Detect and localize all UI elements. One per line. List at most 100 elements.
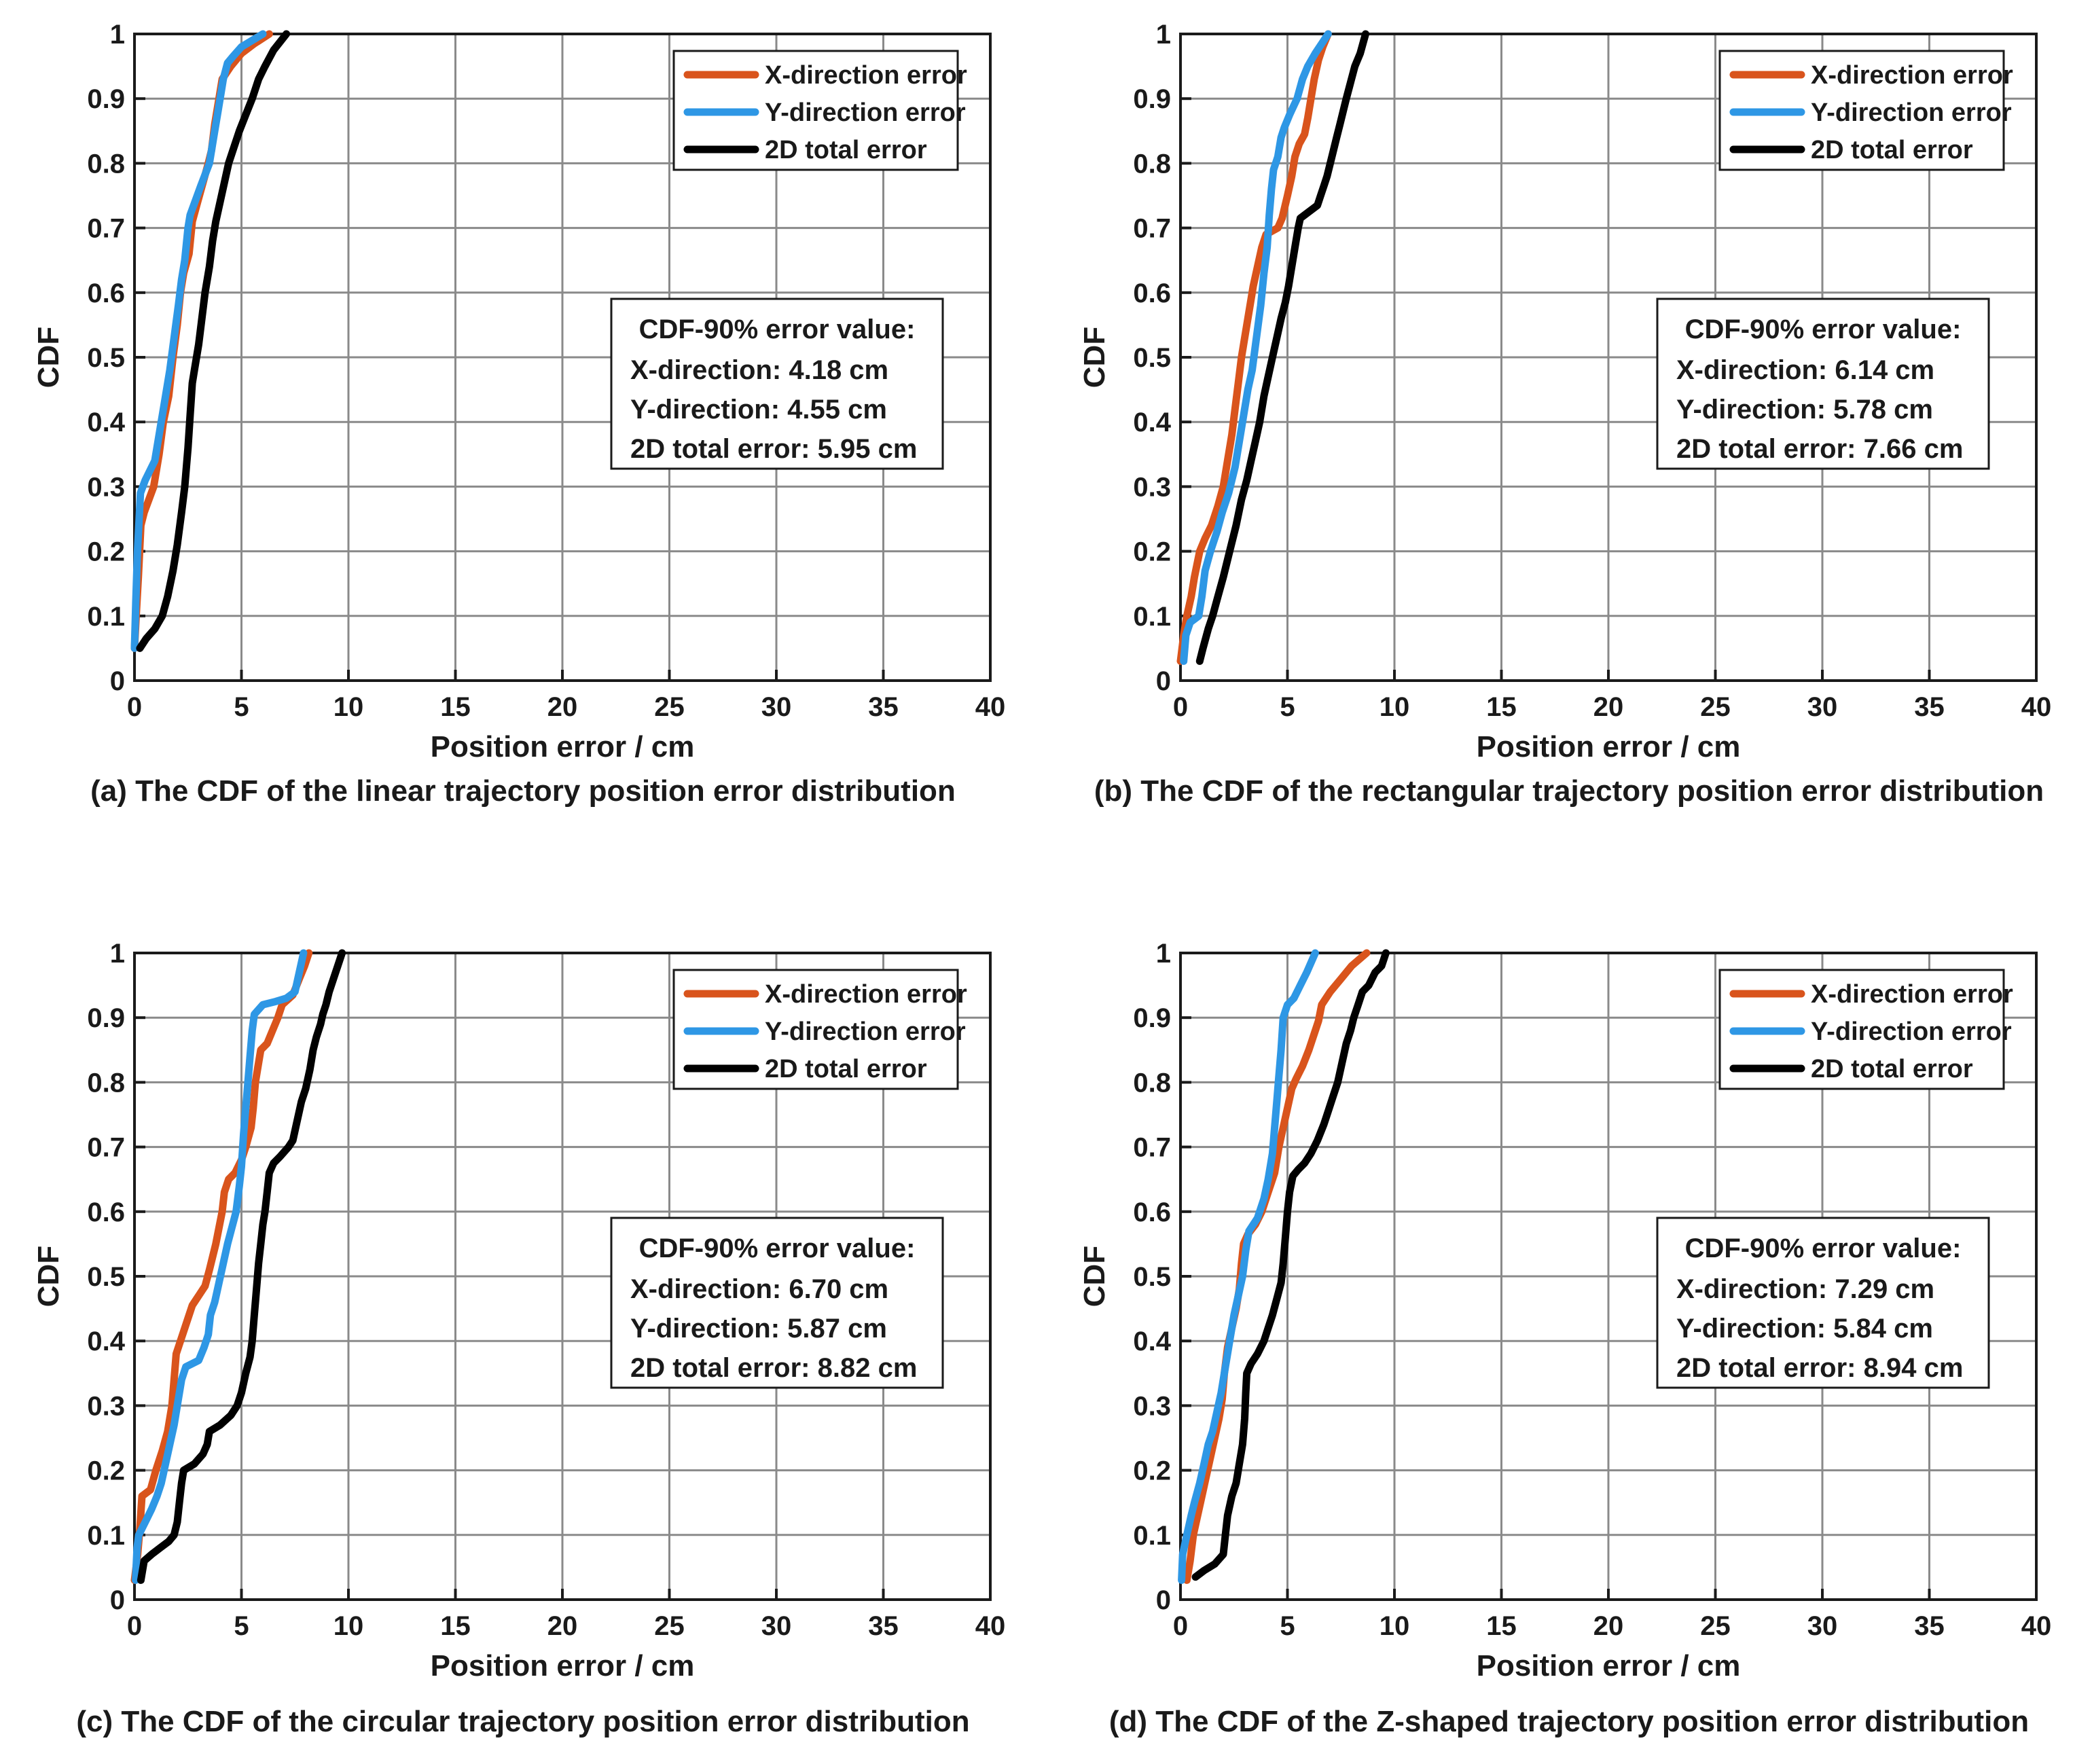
y-tick-label: 0.4 (87, 408, 125, 437)
legend: X-direction error Y-direction error 2D tot… (1718, 50, 2013, 171)
y-tick-label: 0.6 (1133, 278, 1171, 308)
legend-label-x-direction-error: X-direction error (765, 61, 967, 90)
annotation-line: X-direction: 4.18 cm (630, 355, 888, 385)
annotation-box (610, 298, 944, 470)
y-tick-label: 0.9 (87, 1003, 125, 1033)
x-tick-label: 10 (1379, 692, 1410, 722)
annotation-cdf90: CDF-90% error value: X-direction: 7.29 cm… (1656, 1217, 1990, 1389)
y-tick-label: 0.1 (87, 1521, 125, 1551)
y-tick-label: 0.8 (87, 1068, 125, 1098)
y-tick-label: 0.9 (1133, 84, 1171, 114)
x-tick-label: 40 (975, 692, 1006, 722)
x-tick-label: 35 (1914, 1611, 1945, 1641)
x-tick-label: 5 (1280, 692, 1295, 722)
series-line-y-direction-error (1178, 949, 1319, 1584)
x-tick-label: 30 (1807, 1611, 1838, 1641)
y-tick-label: 0.2 (1133, 537, 1171, 567)
x-tick-label: 40 (2021, 1611, 2052, 1641)
annotation-title: CDF-90% error value: (1685, 314, 1962, 344)
x-tick-label: 25 (1700, 1611, 1731, 1641)
x-tick-label: 15 (1486, 1611, 1517, 1641)
annotation-cdf90: CDF-90% error value: X-direction: 4.18 cm… (610, 298, 944, 470)
y-tick-label: 0.1 (1133, 602, 1171, 632)
x-tick-label: 5 (234, 1611, 249, 1641)
x-tick-label: 25 (1700, 692, 1731, 722)
annotation-cdf90: CDF-90% error value: X-direction: 6.14 cm… (1656, 298, 1990, 470)
y-tick-label: 0.2 (87, 1456, 125, 1486)
x-axis-label: Position error / cm (1477, 730, 1741, 763)
x-tick-label: 0 (1173, 692, 1188, 722)
y-tick-label: 0.3 (87, 472, 125, 502)
series-line-2d-total-error (1191, 949, 1390, 1581)
legend-label-x-direction-error: X-direction error (1811, 61, 2013, 90)
y-tick-label: 0.4 (87, 1327, 125, 1356)
y-tick-label: 0.3 (1133, 1391, 1171, 1421)
legend-label-2d-total-error: 2D total error (1811, 136, 1973, 164)
y-tick-label: 0.6 (87, 278, 125, 308)
annotation-title: CDF-90% error value: (639, 1234, 916, 1263)
tick-marks (1179, 33, 2038, 682)
legend-label-2d-total-error: 2D total error (1811, 1055, 1973, 1083)
annotation-title: CDF-90% error value: (639, 314, 916, 344)
legend-label-2d-total-error: 2D total error (765, 1055, 927, 1083)
legend-label-y-direction-error: Y-direction error (1811, 98, 2012, 127)
legend-label-2d-total-error: 2D total error (765, 136, 927, 164)
y-tick-label: 1 (1156, 939, 1171, 969)
y-tick-label: 0 (110, 666, 125, 696)
x-tick-label: 20 (1593, 1611, 1624, 1641)
y-tick-label: 1 (110, 939, 125, 969)
annotation-line: 2D total error: 8.94 cm (1676, 1353, 1963, 1383)
annotation-line: X-direction: 7.29 cm (1676, 1274, 1934, 1304)
annotation-cdf90: CDF-90% error value: X-direction: 6.70 cm… (610, 1217, 944, 1389)
cdf-chart-linear: 0 5 10 15 20 25 30 35 40 0 0.1 0.2 0.3 0.4 0.5 0.6 0.7 0.… (32, 20, 1006, 763)
panel-a: 0 5 10 15 20 25 30 35 40 0 0.1 0.2 0.3 0.4 0.5 0.6 0.7 0.… (0, 0, 1046, 882)
y-tick-label: 0.5 (87, 343, 125, 373)
x-tick-label: 10 (333, 692, 364, 722)
annotation-line: Y-direction: 5.78 cm (1676, 395, 1933, 425)
panel-d: 0 5 10 15 20 25 30 35 40 0 0.1 0.2 0.3 0.4 0.5 0.6 0.7 0.… (1046, 882, 2092, 1764)
x-tick-label: 10 (1379, 1611, 1410, 1641)
legend: X-direction error Y-direction error 2D tot… (672, 969, 967, 1090)
y-tick-label: 0.2 (87, 537, 125, 567)
y-tick-label: 0 (1156, 666, 1171, 696)
cdf-chart-circular: 0 5 10 15 20 25 30 35 40 0 0.1 0.2 0.3 0.4 0.5 0.6 0.7 0.… (32, 939, 1005, 1682)
x-tick-label: 5 (1280, 1611, 1295, 1641)
series-line-y-direction-error (130, 30, 267, 652)
cdf-chart-rectangular: 0 5 10 15 20 25 30 35 40 0 0.1 0.2 0.3 0.4 0.5 0.6 0.7 0.… (1078, 20, 2052, 763)
y-tick-label: 0.1 (1133, 1521, 1171, 1551)
x-tick-label: 25 (654, 1611, 685, 1641)
y-tick-label: 0.3 (1133, 472, 1171, 502)
annotation-line: Y-direction: 5.84 cm (1676, 1314, 1933, 1344)
x-tick-label: 20 (547, 692, 578, 722)
series-line-y-direction-error (132, 949, 308, 1584)
y-tick-label: 0 (1156, 1585, 1171, 1615)
x-axis-label: Position error / cm (431, 1649, 695, 1682)
y-tick-label: 0.2 (1133, 1456, 1171, 1486)
x-tick-label: 0 (127, 1611, 142, 1641)
series-line-x-direction-error (1176, 30, 1332, 665)
legend-label-y-direction-error: Y-direction error (1811, 1018, 2012, 1046)
x-tick-label: 15 (1486, 692, 1517, 722)
x-tick-label: 35 (868, 1611, 899, 1641)
annotation-box (610, 1217, 944, 1389)
y-tick-label: 0.1 (87, 602, 125, 632)
x-axis-label: Position error / cm (1477, 1649, 1741, 1682)
y-tick-label: 0.7 (87, 214, 125, 244)
legend: X-direction error Y-direction error 2D tot… (672, 50, 967, 171)
series-line-x-direction-error (130, 949, 313, 1584)
annotation-box (1656, 1217, 1990, 1389)
grid-lines (1180, 34, 2036, 681)
y-tick-label: 0.8 (1133, 1068, 1171, 1098)
panel-c: 0 5 10 15 20 25 30 35 40 0 0.1 0.2 0.3 0.4 0.5 0.6 0.7 0.… (0, 882, 1046, 1764)
y-tick-label: 0.6 (87, 1198, 125, 1227)
series-line-2d-total-error (136, 30, 291, 652)
y-tick-label: 0.8 (87, 149, 125, 179)
x-tick-label: 20 (1593, 692, 1624, 722)
x-tick-label: 0 (127, 692, 142, 722)
y-tick-label: 0 (110, 1585, 125, 1615)
x-tick-label: 30 (761, 692, 792, 722)
annotation-line: X-direction: 6.14 cm (1676, 355, 1934, 385)
y-axis-label: CDF (32, 327, 65, 388)
y-tick-label: 0.5 (1133, 343, 1171, 373)
x-tick-label: 40 (2021, 692, 2052, 722)
